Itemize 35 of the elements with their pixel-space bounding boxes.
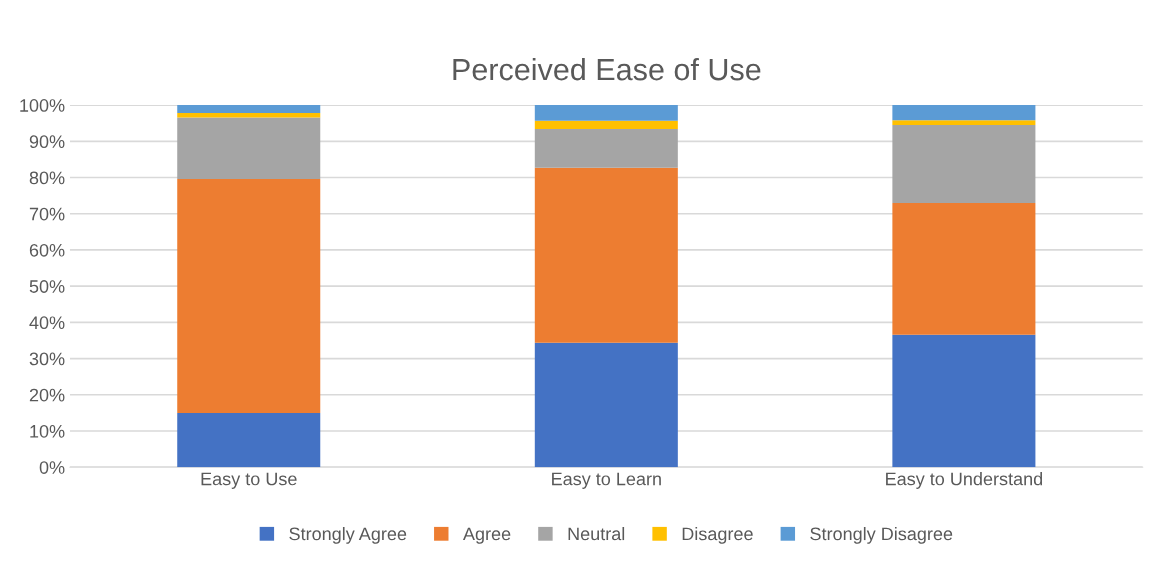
bar: [177, 412, 321, 468]
bar: [534, 167, 678, 343]
y-tick-label: 30%: [29, 352, 65, 366]
chart-title: Perceived Ease of Use: [453, 57, 761, 81]
bar: [177, 117, 321, 179]
bar: [177, 113, 321, 118]
bar: [534, 129, 678, 168]
y-tick-label: 10%: [30, 424, 65, 438]
y-tick-label: 20%: [29, 388, 65, 402]
y-tick-label: 40%: [29, 316, 65, 330]
x-tick-label: Easy to Learn: [552, 472, 661, 489]
y-tick-label: 0%: [39, 461, 65, 474]
bar: [892, 125, 1036, 203]
y-tick-label: 90%: [29, 135, 65, 149]
legend-label: Neutral: [568, 527, 625, 541]
bar: [177, 178, 321, 413]
bar: [892, 105, 1036, 121]
y-tick-label: 50%: [29, 280, 65, 293]
bar: [534, 105, 678, 121]
bar: [534, 342, 678, 468]
legend-label: Disagree: [682, 527, 753, 544]
bar: [892, 202, 1036, 335]
x-tick-label: Easy to Use: [201, 472, 297, 489]
y-tick-label: 80%: [29, 171, 65, 185]
bar: [534, 120, 678, 130]
y-tick-label: 70%: [29, 207, 65, 221]
bar: [892, 120, 1036, 126]
legend-label: Strongly Disagree: [810, 527, 953, 544]
bar: [177, 105, 321, 114]
legend-label: Agree: [462, 527, 511, 544]
x-tick-label: Easy to Understand: [886, 472, 1043, 489]
legend-label: Strongly Agree: [289, 527, 407, 544]
y-tick-label: 60%: [29, 243, 65, 257]
bar: [892, 334, 1036, 468]
y-tick-label: 100%: [20, 99, 65, 112]
